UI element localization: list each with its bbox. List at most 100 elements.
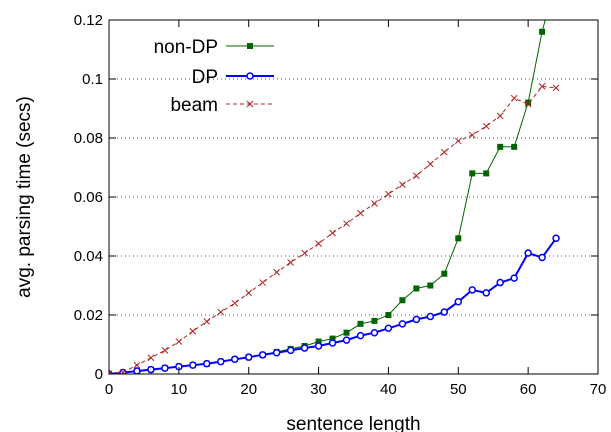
x-tick-label: 0 [105,381,113,398]
data-point-beam [189,327,197,335]
legend-label: non-DP [154,37,218,58]
data-point-beam [343,220,350,227]
data-point-dp [189,361,197,369]
data-point-beam [231,299,239,307]
data-point-dp [454,297,463,306]
data-point-beam [109,370,113,374]
legend-item-non-dp: non-DP [154,37,274,58]
data-point-dp [426,312,435,321]
series-non-dp [109,2,552,374]
y-tick-label: 0.12 [74,12,103,29]
x-tick-label: 70 [590,381,607,398]
x-tick-label: 50 [450,381,467,398]
data-point-beam [552,84,560,92]
data-point-dp [258,351,267,359]
data-point-non-dp [371,317,378,324]
data-point-non-dp [525,99,532,106]
data-point-beam [217,308,225,316]
data-point-beam [496,112,504,120]
data-point-beam [468,131,476,139]
series-line-beam [109,85,557,374]
data-point-dp [133,367,141,374]
series-layer [109,2,560,374]
data-point-dp [384,324,393,333]
data-point-non-dp [385,312,392,318]
data-point-dp [538,253,546,262]
data-point-beam [301,249,308,257]
data-point-dp [342,336,351,344]
data-point-beam [161,347,169,354]
data-point-beam [413,172,420,180]
legend-item-beam: beam [170,95,274,116]
data-point-beam [287,259,294,266]
data-point-non-dp [315,338,322,345]
series-dp [109,234,560,374]
data-point-dp [440,308,449,316]
x-tick-label: 20 [240,381,257,398]
data-point-dp [370,328,379,337]
data-point-beam [538,83,546,90]
data-point-beam [133,361,141,369]
legend: non-DP DP beam [154,37,274,116]
data-point-beam [482,122,490,130]
x-tick-label: 60 [520,381,537,398]
series-line-non-dp [109,20,546,374]
data-point-beam [357,209,364,217]
data-point-beam [119,369,127,374]
data-point-dp [230,355,239,363]
legend-marker [246,72,254,80]
data-point-beam [259,279,267,286]
data-point-non-dp [483,170,490,177]
data-point-beam [426,160,434,168]
data-point-beam [440,148,448,156]
data-point-beam [175,338,183,345]
data-point-non-dp [539,28,546,35]
data-point-non-dp [343,329,350,336]
data-point-dp [356,331,365,340]
data-point-dp [398,320,407,328]
data-point-non-dp [455,235,462,242]
data-point-non-dp [497,143,504,150]
data-point-beam [371,200,378,207]
legend-item-dp: DP [192,67,274,88]
data-point-dp [244,353,253,361]
x-tick-label: 10 [171,381,188,398]
data-point-non-dp [357,320,364,327]
gridlines [109,78,598,316]
data-point-non-dp [413,285,420,292]
data-point-beam [245,289,253,297]
data-point-dp [286,346,295,355]
legend-marker [246,100,254,108]
data-point-beam [147,354,155,362]
y-tick-label: 0.08 [74,130,103,147]
data-point-beam [315,240,322,247]
data-point-dp [552,234,560,243]
data-point-dp [217,357,225,366]
x-axis-label: sentence length [286,414,420,432]
axis-ticks: 0 0.02 0.04 0.06 0.08 0.1 0.12 0 10 20 30 40 50 60 70 [74,12,607,398]
data-point-non-dp [399,297,406,304]
data-point-beam [524,100,532,108]
data-point-beam [385,190,392,198]
x-tick-label: 30 [310,381,327,398]
data-point-beam [399,181,406,188]
data-point-dp [412,315,421,324]
data-point-beam [273,268,281,276]
legend-marker [247,43,253,49]
data-point-non-dp [329,335,336,342]
series-beam [109,83,560,374]
legend-label: beam [170,95,218,116]
data-point-dp [161,364,169,372]
data-point-dp [203,359,211,368]
y-tick-label: 0.04 [74,248,103,265]
data-point-non-dp [546,2,552,8]
y-tick-label: 0.02 [74,307,103,324]
legend-label: DP [192,67,218,88]
data-point-dp [496,278,504,287]
data-point-beam [329,229,336,237]
data-point-beam [454,137,462,145]
data-point-dp [147,365,155,374]
data-point-beam [203,318,211,325]
x-tick-label: 40 [380,381,397,398]
